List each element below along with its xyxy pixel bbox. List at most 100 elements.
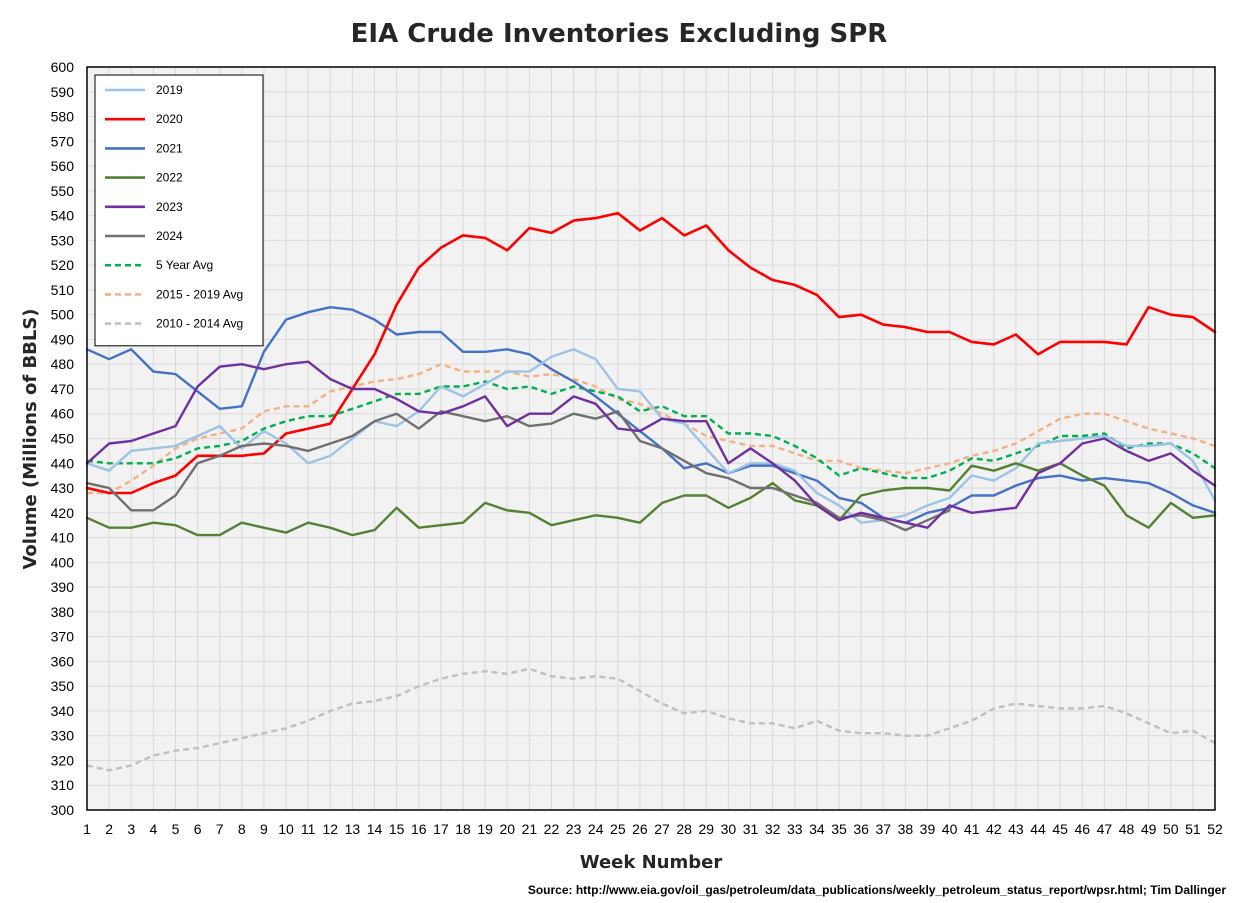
x-tick-label: 36 (853, 821, 869, 837)
x-tick-label: 19 (477, 821, 493, 837)
legend-label: 2022 (156, 171, 183, 185)
x-tick-labels: 1 2 3 4 5 6 7 8 9 10 11 12 13 14 15 16 17 18 19 20 21 22 23 24 2… (83, 821, 1223, 837)
series-line-5yearavg (86, 380, 1216, 480)
x-tick-label: 15 (389, 821, 405, 837)
legend-label: 2015 - 2019 Avg (156, 287, 243, 301)
y-tick-label: 400 (51, 554, 75, 570)
y-tick-label: 500 (51, 307, 75, 323)
legend-label: 5 Year Avg (156, 258, 213, 272)
x-tick-label: 26 (632, 821, 648, 837)
y-tick-label: 460 (51, 406, 75, 422)
y-tick-label: 470 (51, 381, 75, 397)
y-tick-label: 520 (51, 257, 75, 273)
series-line-2023 (85, 360, 1217, 529)
x-tick-label: 39 (920, 821, 936, 837)
y-tick-label: 580 (51, 109, 75, 125)
y-tick-label: 490 (51, 331, 75, 347)
x-tick-label: 3 (127, 821, 135, 837)
x-tick-label: 44 (1030, 821, 1046, 837)
series-line-2015-2019avg (87, 363, 1216, 495)
x-tick-label: 42 (986, 821, 1002, 837)
y-tick-label: 340 (51, 703, 75, 719)
x-tick-label: 38 (898, 821, 914, 837)
x-tick-label: 31 (743, 821, 759, 837)
y-tick-label: 510 (51, 282, 75, 298)
y-tick-label: 600 (51, 59, 75, 75)
x-tick-label: 21 (522, 821, 538, 837)
x-tick-label: 18 (455, 821, 471, 837)
legend-label: 2023 (156, 200, 183, 214)
x-tick-label: 22 (544, 821, 560, 837)
x-tick-label: 8 (238, 821, 246, 837)
x-tick-label: 9 (260, 821, 268, 837)
y-tick-label: 330 (51, 728, 75, 744)
x-tick-label: 43 (1008, 821, 1024, 837)
x-tick-label: 7 (216, 821, 224, 837)
y-tick-label: 450 (51, 431, 75, 447)
x-tick-label: 51 (1185, 821, 1201, 837)
x-tick-label: 35 (831, 821, 847, 837)
x-tick-label: 52 (1207, 821, 1223, 837)
y-tick-label: 360 (51, 653, 75, 669)
x-tick-label: 32 (765, 821, 781, 837)
source-note: Source: http://www.eia.gov/oil_gas/petro… (528, 883, 1226, 897)
legend-label: 2010 - 2014 Avg (156, 317, 243, 331)
x-tick-label: 41 (964, 821, 980, 837)
y-tick-label: 370 (51, 629, 75, 645)
x-tick-label: 40 (942, 821, 958, 837)
x-tick-label: 24 (588, 821, 604, 837)
y-tick-labels: 300 310 320 330 340 350 360 370 380 390 400 410 420 4… (51, 59, 75, 818)
y-axis-title: Volume (Millions of BBLS) (20, 308, 41, 569)
x-tick-label: 33 (787, 821, 803, 837)
x-tick-label: 29 (699, 821, 715, 837)
x-tick-label: 37 (875, 821, 891, 837)
y-tick-label: 420 (51, 505, 75, 521)
y-tick-label: 380 (51, 604, 75, 620)
x-tick-label: 2 (105, 821, 113, 837)
y-tick-label: 570 (51, 133, 75, 149)
x-tick-label: 30 (721, 821, 737, 837)
series-line-2010-2014avg (86, 667, 1216, 772)
series-line-2019 (85, 348, 1217, 524)
y-tick-label: 430 (51, 480, 75, 496)
x-tick-label: 25 (610, 821, 626, 837)
x-tick-label: 46 (1075, 821, 1091, 837)
series-line-2022 (85, 462, 1217, 537)
legend-label: 2019 (156, 83, 183, 97)
y-tick-label: 390 (51, 579, 75, 595)
x-tick-label: 6 (194, 821, 202, 837)
series-lines (85, 211, 1217, 772)
plot-border (86, 66, 1216, 811)
x-tick-label: 5 (172, 821, 180, 837)
y-tick-label: 320 (51, 752, 75, 768)
y-tick-label: 540 (51, 208, 75, 224)
legend-label: 2020 (156, 112, 183, 126)
series-line-2021 (85, 306, 1217, 524)
x-tick-label: 11 (301, 821, 316, 837)
y-tick-label: 300 (51, 802, 75, 818)
x-tick-label: 49 (1141, 821, 1157, 837)
x-tick-label: 4 (149, 821, 157, 837)
x-tick-label: 27 (654, 821, 670, 837)
x-tick-label: 45 (1052, 821, 1068, 837)
y-tick-label: 590 (51, 84, 75, 100)
x-tick-label: 34 (809, 821, 825, 837)
y-tick-label: 350 (51, 678, 75, 694)
series-line-2020 (85, 211, 1217, 495)
y-tick-label: 440 (51, 455, 75, 471)
x-tick-label: 23 (566, 821, 582, 837)
legend: 2019 2020 2021 2022 2023 2024 5 Year Avg 2015 -… (94, 74, 264, 347)
y-tick-label: 410 (51, 530, 75, 546)
x-tick-label: 48 (1119, 821, 1135, 837)
x-tick-label: 20 (499, 821, 515, 837)
x-tick-label: 47 (1097, 821, 1113, 837)
x-tick-label: 16 (411, 821, 427, 837)
chart-title: EIA Crude Inventories Excluding SPR (351, 19, 888, 49)
y-tick-label: 310 (51, 777, 75, 793)
x-tick-label: 1 (83, 821, 91, 837)
y-tick-label: 560 (51, 158, 75, 174)
legend-label: 2021 (156, 141, 183, 155)
x-tick-label: 50 (1163, 821, 1179, 837)
x-tick-label: 14 (367, 821, 383, 837)
